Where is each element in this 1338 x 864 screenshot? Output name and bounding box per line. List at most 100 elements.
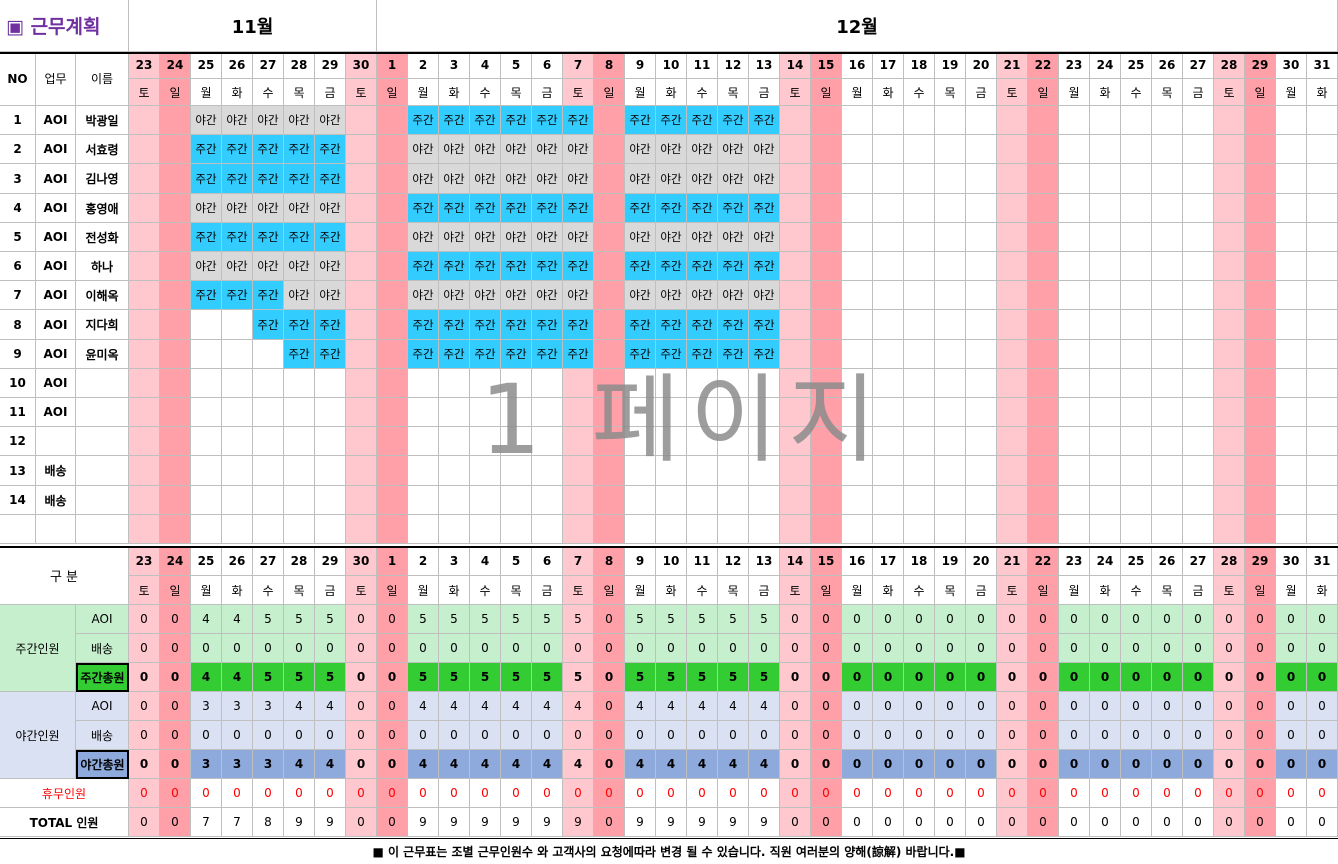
shift-cell[interactable]: 주간 [501,310,532,340]
shift-cell[interactable]: 야간 [656,135,687,164]
empty-cell[interactable] [1121,281,1152,310]
shift-cell[interactable]: 주간 [470,252,501,281]
empty-cell[interactable] [1121,456,1152,486]
shift-cell[interactable]: 주간 [439,340,470,369]
empty-cell[interactable] [160,223,191,252]
shift-cell[interactable]: 야간 [284,194,315,223]
empty-cell[interactable] [346,252,377,281]
empty-cell[interactable] [222,398,253,427]
empty-cell[interactable] [1276,281,1307,310]
empty-cell[interactable] [1090,398,1121,427]
empty-cell[interactable] [284,398,315,427]
empty-cell[interactable] [1307,252,1338,281]
shift-cell[interactable]: 야간 [408,164,439,194]
empty-cell[interactable] [997,369,1028,398]
empty-cell[interactable] [1183,486,1214,515]
empty-cell[interactable] [997,427,1028,456]
empty-cell[interactable] [563,456,594,486]
empty-cell[interactable] [253,369,284,398]
shift-cell[interactable]: 주간 [532,106,563,135]
empty-cell[interactable] [1121,164,1152,194]
shift-cell[interactable]: 주간 [532,252,563,281]
empty-cell[interactable] [408,456,439,486]
empty-cell[interactable] [284,486,315,515]
shift-cell[interactable]: 주간 [315,310,346,340]
empty-cell[interactable] [346,281,377,310]
empty-cell[interactable] [1028,194,1059,223]
shift-cell[interactable]: 주간 [191,135,222,164]
empty-cell[interactable] [160,310,191,340]
empty-cell[interactable] [253,486,284,515]
empty-cell[interactable] [780,340,811,369]
empty-cell[interactable] [780,252,811,281]
empty-cell[interactable] [997,486,1028,515]
empty-cell[interactable] [749,486,780,515]
empty-cell[interactable] [501,486,532,515]
shift-cell[interactable]: 주간 [315,340,346,369]
empty-cell[interactable] [532,515,563,544]
empty-cell[interactable] [1245,398,1276,427]
empty-cell[interactable] [1276,164,1307,194]
empty-cell[interactable] [935,252,966,281]
shift-cell[interactable]: 주간 [284,340,315,369]
empty-cell[interactable] [1152,427,1183,456]
empty-cell[interactable] [1059,194,1090,223]
empty-cell[interactable] [594,252,625,281]
empty-cell[interactable] [594,427,625,456]
shift-cell[interactable]: 주간 [253,135,284,164]
empty-cell[interactable] [1276,515,1307,544]
empty-cell[interactable] [811,310,842,340]
empty-cell[interactable] [780,369,811,398]
shift-cell[interactable]: 야간 [625,164,656,194]
empty-cell[interactable] [563,515,594,544]
empty-cell[interactable] [718,398,749,427]
empty-cell[interactable] [129,310,160,340]
empty-cell[interactable] [129,164,160,194]
empty-cell[interactable] [408,515,439,544]
empty-cell[interactable] [842,427,873,456]
shift-cell[interactable]: 주간 [718,194,749,223]
empty-cell[interactable] [904,398,935,427]
empty-cell[interactable] [1245,135,1276,164]
empty-cell[interactable] [966,486,997,515]
empty-cell[interactable] [966,135,997,164]
empty-cell[interactable] [129,398,160,427]
empty-cell[interactable] [563,369,594,398]
empty-cell[interactable] [1183,106,1214,135]
shift-cell[interactable]: 야간 [749,164,780,194]
shift-cell[interactable]: 주간 [439,252,470,281]
empty-cell[interactable] [625,427,656,456]
empty-cell[interactable] [222,486,253,515]
shift-cell[interactable]: 야간 [501,281,532,310]
shift-cell[interactable]: 야간 [222,252,253,281]
shift-cell[interactable]: 야간 [656,281,687,310]
empty-cell[interactable] [1276,340,1307,369]
shift-cell[interactable]: 야간 [656,164,687,194]
empty-cell[interactable] [1183,456,1214,486]
empty-cell[interactable] [1214,310,1245,340]
empty-cell[interactable] [1059,106,1090,135]
empty-cell[interactable] [1183,340,1214,369]
empty-cell[interactable] [656,427,687,456]
empty-cell[interactable] [1028,486,1059,515]
empty-cell[interactable] [470,515,501,544]
shift-cell[interactable]: 주간 [501,340,532,369]
empty-cell[interactable] [594,223,625,252]
empty-cell[interactable] [1307,106,1338,135]
empty-cell[interactable] [997,164,1028,194]
empty-cell[interactable] [935,106,966,135]
empty-cell[interactable] [966,515,997,544]
empty-cell[interactable] [1245,340,1276,369]
empty-cell[interactable] [842,515,873,544]
empty-cell[interactable] [377,515,408,544]
empty-cell[interactable] [904,223,935,252]
empty-cell[interactable] [1183,194,1214,223]
empty-cell[interactable] [811,135,842,164]
shift-cell[interactable]: 주간 [687,340,718,369]
empty-cell[interactable] [129,223,160,252]
shift-cell[interactable]: 야간 [532,281,563,310]
shift-cell[interactable]: 주간 [749,252,780,281]
empty-cell[interactable] [1307,194,1338,223]
shift-cell[interactable]: 주간 [687,194,718,223]
empty-cell[interactable] [129,281,160,310]
